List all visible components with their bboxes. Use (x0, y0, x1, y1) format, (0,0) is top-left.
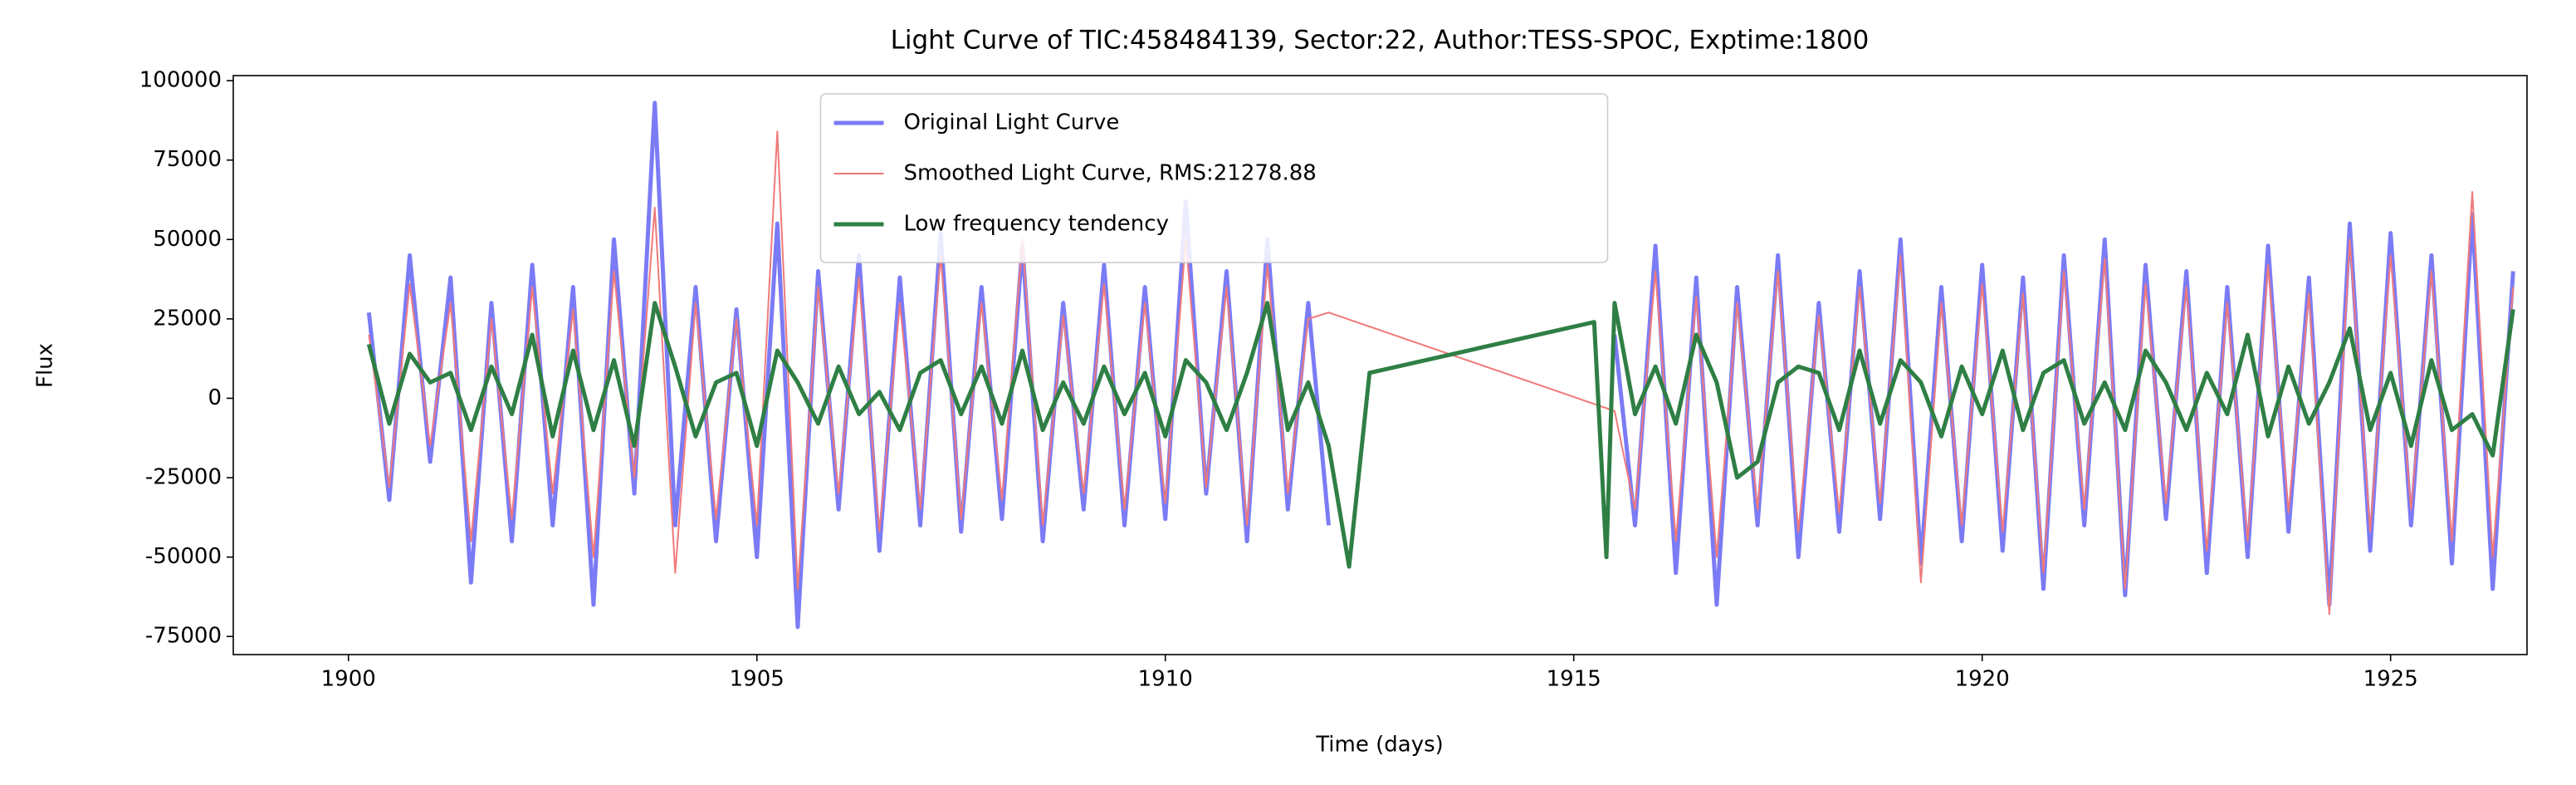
chart-title: Light Curve of TIC:458484139, Sector:22,… (891, 26, 1870, 56)
y-tick-label: -75000 (145, 624, 222, 649)
legend-label: Original Light Curve (904, 110, 1120, 135)
legend: Original Light Curve Smoothed Light Curve… (819, 93, 1609, 263)
plot-frame (232, 75, 2528, 655)
legend-box (819, 93, 1609, 263)
series-line (366, 301, 2515, 569)
x-tick-label: 1915 (1547, 667, 1601, 692)
x-tick-label: 1905 (730, 667, 785, 692)
y-tick-label: -50000 (145, 544, 222, 569)
x-tick-label: 1920 (1955, 667, 2010, 692)
y-tick-label: 50000 (153, 227, 222, 252)
x-axis-label: Time (days) (1315, 733, 1444, 758)
y-tick-label: 100000 (139, 68, 222, 93)
y-tick-label: 25000 (153, 306, 222, 331)
x-tick-label: 1900 (321, 667, 376, 692)
y-axis-label: Flux (33, 343, 58, 388)
x-tick-label: 1910 (1138, 667, 1193, 692)
y-tick-label: -25000 (145, 465, 222, 490)
y-tick-label: 75000 (153, 147, 222, 172)
legend-label: Smoothed Light Curve, RMS:21278.88 (904, 161, 1317, 186)
series-line (368, 130, 2515, 616)
legend-label: Low frequency tendency (904, 212, 1169, 237)
y-tick-label: 0 (208, 385, 222, 410)
x-tick-label: 1925 (2363, 667, 2418, 692)
